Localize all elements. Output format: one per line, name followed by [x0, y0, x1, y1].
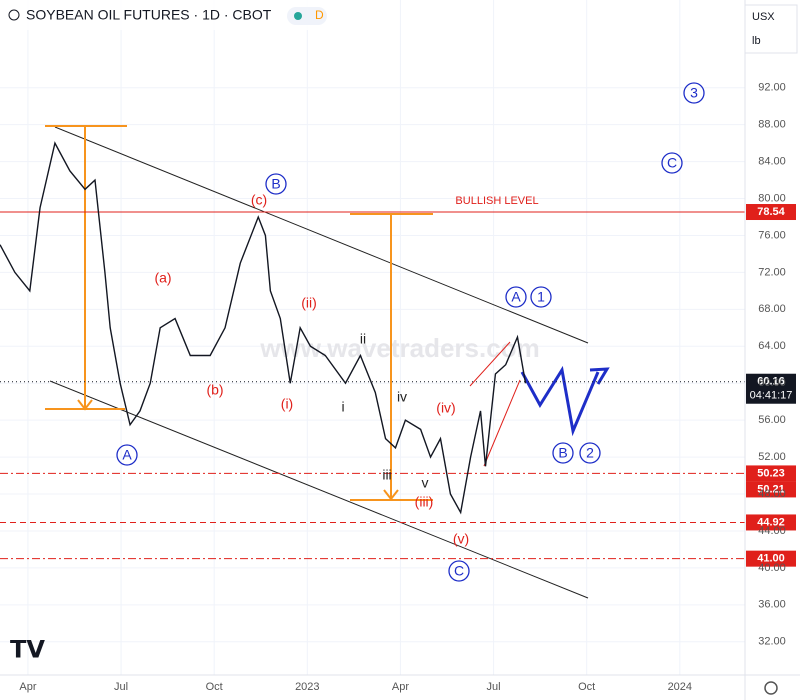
- level-label: 78.54: [757, 206, 785, 218]
- wave-circle: [116, 444, 138, 466]
- level-box: [746, 373, 796, 404]
- y-tick-label: 84.00: [758, 155, 786, 167]
- y-tick-label: 40.00: [758, 562, 786, 574]
- y-tick-label: 68.00: [758, 303, 786, 315]
- status-dot: [294, 12, 302, 20]
- y-tick-label: 80.00: [758, 192, 786, 204]
- y-tick-label: 64.00: [758, 340, 786, 352]
- y-tick-label: 60.00: [758, 377, 786, 389]
- y-tick-label: 72.00: [758, 266, 786, 278]
- watermark: www.wavetraders.com: [259, 333, 539, 363]
- unit-box[interactable]: [744, 4, 798, 54]
- wave-label: iii: [382, 467, 391, 483]
- level-label: BULLISH LEVEL: [455, 195, 538, 207]
- projection-path: [520, 365, 600, 437]
- wave-circle: [552, 442, 574, 464]
- level-box: [746, 514, 796, 531]
- unit[interactable]: lb: [752, 35, 761, 47]
- level-label: 60.16: [757, 376, 785, 388]
- wave-label: B: [271, 176, 280, 192]
- level-label: 41.00: [757, 553, 785, 565]
- tv-logo: 𝗧𝗩: [10, 636, 45, 663]
- price-line: [0, 141, 527, 515]
- level-label: 50.21: [757, 483, 785, 495]
- wave-label: ii: [360, 331, 366, 347]
- wave-circle: [505, 286, 527, 308]
- wave-label: 1: [537, 289, 545, 305]
- settings-icon[interactable]: [764, 681, 778, 695]
- x-tick-label: 2023: [295, 681, 319, 693]
- y-tick-label: 88.00: [758, 119, 786, 131]
- wave-label: A: [122, 447, 132, 463]
- levels: 78.54 60.16 04:41:17 50.23 50.21 44.92 41.00: [0, 204, 796, 567]
- y-tick-label: 76.00: [758, 229, 786, 241]
- wave-circle: [265, 173, 287, 195]
- symbol-icon: [8, 9, 20, 21]
- wave-label: v: [422, 475, 429, 491]
- wave-label: 3: [690, 85, 698, 101]
- x-tick-label: Jul: [114, 681, 128, 693]
- x-tick-label: Oct: [206, 681, 223, 693]
- x-tick-label: Apr: [19, 681, 36, 693]
- wave-circle: [530, 286, 552, 308]
- wave-label: iv: [397, 389, 407, 405]
- wedge-line: [483, 379, 521, 467]
- x-tick-label: Apr: [392, 681, 409, 693]
- wave-label: i: [341, 399, 344, 415]
- level-box: [746, 204, 796, 221]
- status-d: D: [315, 8, 324, 22]
- wave-circle: [579, 442, 601, 464]
- wedge-line: [469, 341, 511, 387]
- status-pill: [287, 7, 327, 25]
- y-tick-label: 44.00: [758, 525, 786, 537]
- wave-circle: [448, 560, 470, 582]
- wave-label: 2: [586, 445, 594, 461]
- level-note: 04:41:17: [750, 390, 793, 402]
- wave-label: (b): [206, 382, 223, 398]
- price-series: [0, 141, 527, 515]
- wave-label: (ii): [301, 295, 317, 311]
- y-tick-label: 36.00: [758, 599, 786, 611]
- time-axis: Apr Jul Oct 2023 Apr Jul Oct 2024: [19, 681, 692, 693]
- wave-label: (v): [453, 531, 469, 547]
- price-axis: 92.00 88.00 84.00 80.00 76.00 72.00 68.00 64.00…: [758, 82, 786, 648]
- level-label: 50.23: [757, 467, 785, 479]
- currency[interactable]: USX: [752, 11, 775, 23]
- wave-label: (iii): [415, 494, 434, 510]
- wave-circle: [661, 152, 683, 174]
- header-bg: [0, 0, 340, 30]
- wave-label: C: [667, 155, 677, 171]
- level-label: 44.92: [757, 516, 785, 528]
- projection-arrow: [589, 367, 610, 385]
- symbol-title: SOYBEAN OIL FUTURES · 1D · CBOT: [26, 7, 272, 23]
- wave-circle: [683, 82, 705, 104]
- level-box: [746, 481, 796, 498]
- measure-tool: [45, 125, 433, 501]
- x-tick-label: Jul: [487, 681, 501, 693]
- y-tick-label: 32.00: [758, 636, 786, 648]
- wave-label: (a): [154, 270, 171, 286]
- y-tick-label: 92.00: [758, 82, 786, 94]
- wave-label: A: [511, 289, 521, 305]
- y-tick-label: 56.00: [758, 414, 786, 426]
- grid: [0, 0, 745, 675]
- wave-label: (c): [251, 192, 267, 208]
- level-box: [746, 465, 796, 482]
- y-tick-label: 48.00: [758, 488, 786, 500]
- wave-label: C: [454, 563, 464, 579]
- wave-label: (i): [281, 396, 293, 412]
- level-box: [746, 550, 796, 567]
- x-tick-label: Oct: [578, 681, 595, 693]
- wave-label: (iv): [436, 400, 455, 416]
- annotations: (a) (b) (c) B (i) (ii) i ii iii iv v (ii…: [116, 82, 705, 582]
- channel-lower: [49, 380, 589, 599]
- y-tick-label: 52.00: [758, 451, 786, 463]
- x-tick-label: 2024: [668, 681, 692, 693]
- wave-label: B: [558, 445, 567, 461]
- channel-upper: [54, 126, 589, 344]
